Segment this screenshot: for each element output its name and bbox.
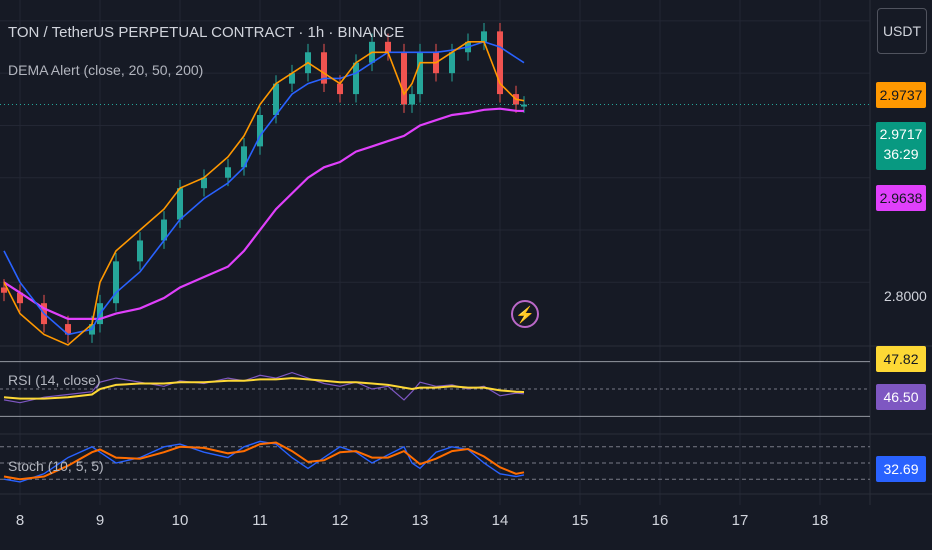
dema-indicator-label[interactable]: DEMA Alert (close, 20, 50, 200)	[8, 62, 204, 78]
x-tick-label: 14	[491, 512, 509, 529]
candle-body	[481, 31, 487, 42]
rsi-ma-line	[3, 377, 525, 400]
stoch-value-badge: 32.69	[876, 456, 926, 482]
candle-body	[353, 62, 359, 95]
candle-body	[65, 324, 71, 335]
currency-button[interactable]: USDT	[877, 8, 927, 54]
candle-body	[225, 167, 231, 178]
x-tick-label: 17	[731, 512, 749, 529]
x-tick-label: 9	[95, 512, 105, 529]
candle-body	[113, 261, 119, 304]
x-tick-label: 13	[411, 512, 429, 529]
candle-body	[289, 73, 295, 84]
rsi-panel-label[interactable]: RSI (14, close)	[8, 372, 101, 388]
candle-body	[401, 52, 407, 105]
x-tick-label: 12	[331, 512, 349, 529]
dema-slow-line	[3, 107, 525, 320]
dema-fast-badge: 2.9737	[876, 82, 926, 108]
dema-mid-line	[3, 40, 525, 336]
candle-body	[17, 292, 23, 304]
x-tick-label: 10	[171, 512, 189, 529]
x-tick-label: 11	[252, 512, 268, 529]
price-axis-label: 2.8000	[884, 288, 927, 304]
symbol-title[interactable]: TON / TetherUS PERPETUAL CONTRACT · 1h ·…	[8, 24, 405, 41]
stoch-k-line	[3, 440, 525, 483]
candle-body	[241, 146, 247, 168]
candle-body	[321, 52, 327, 84]
stoch-panel-label[interactable]: Stoch (10, 5, 5)	[8, 458, 104, 474]
candle-body	[497, 31, 503, 95]
dema-fast-line	[3, 40, 525, 346]
x-tick-label: 15	[571, 512, 589, 529]
last-price-badge: 2.9717 36:29	[876, 122, 926, 170]
countdown: 36:29	[883, 146, 919, 162]
candle-body	[337, 83, 343, 95]
candle-body	[257, 115, 263, 147]
rsi-ma-badge: 47.82	[876, 346, 926, 372]
candle-body	[0, 287, 7, 293]
candle-body	[449, 52, 455, 74]
last-price: 2.9717	[879, 126, 923, 142]
rsi-value-badge: 46.50	[876, 384, 926, 410]
candle-body	[137, 240, 143, 262]
candle-body	[201, 177, 207, 189]
x-tick-label: 18	[811, 512, 829, 529]
candle-body	[385, 41, 391, 53]
rsi-line	[3, 371, 525, 404]
candle-body	[417, 52, 423, 95]
candle-body	[177, 188, 183, 220]
stoch-d-line	[3, 441, 525, 481]
x-tick-label: 16	[651, 512, 669, 529]
dema-slow-badge: 2.9638	[876, 185, 926, 211]
candle-body	[273, 83, 279, 115]
candle-body	[161, 219, 167, 241]
x-tick-label: 8	[15, 512, 25, 529]
candle-body	[409, 94, 415, 105]
lightning-icon[interactable]: ⚡	[511, 300, 539, 328]
candle-body	[521, 104, 527, 107]
